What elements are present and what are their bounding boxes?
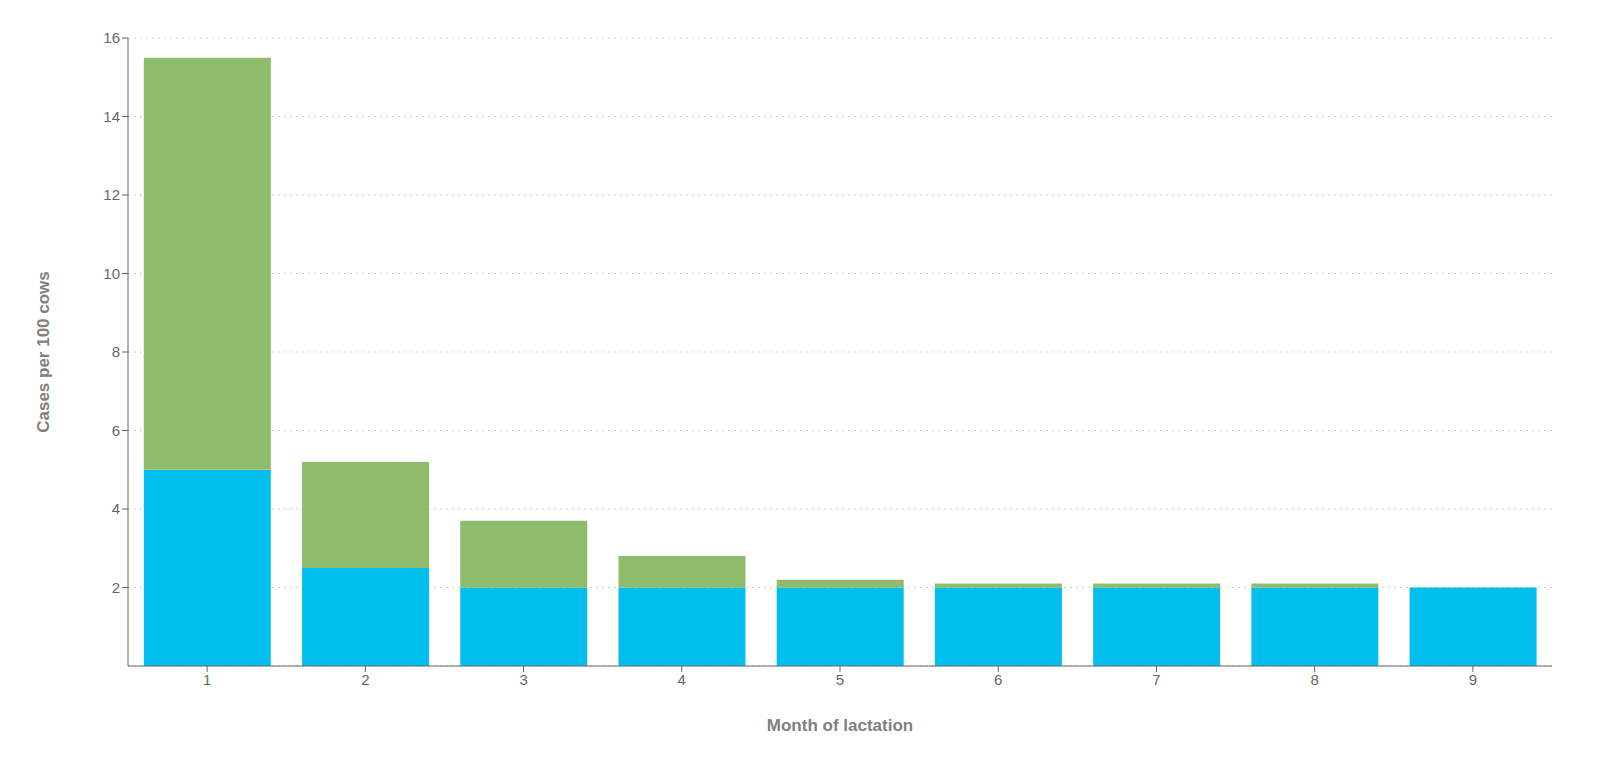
svg-text:2: 2 bbox=[361, 671, 369, 688]
svg-text:16: 16 bbox=[103, 29, 120, 46]
svg-text:1: 1 bbox=[203, 671, 211, 688]
svg-text:3: 3 bbox=[519, 671, 527, 688]
svg-text:14: 14 bbox=[103, 108, 120, 125]
svg-text:8: 8 bbox=[112, 343, 120, 360]
svg-text:6: 6 bbox=[994, 671, 1002, 688]
svg-text:4: 4 bbox=[678, 671, 686, 688]
svg-text:12: 12 bbox=[103, 186, 120, 203]
svg-text:9: 9 bbox=[1469, 671, 1477, 688]
svg-text:6: 6 bbox=[112, 422, 120, 439]
svg-text:8: 8 bbox=[1310, 671, 1318, 688]
svg-text:2: 2 bbox=[112, 579, 120, 596]
svg-text:7: 7 bbox=[1152, 671, 1160, 688]
svg-text:10: 10 bbox=[103, 265, 120, 282]
svg-text:Cases per 100 cows: Cases per 100 cows bbox=[34, 271, 53, 433]
svg-text:4: 4 bbox=[112, 500, 120, 517]
svg-text:5: 5 bbox=[836, 671, 844, 688]
svg-text:Month of lactation: Month of lactation bbox=[767, 716, 913, 735]
